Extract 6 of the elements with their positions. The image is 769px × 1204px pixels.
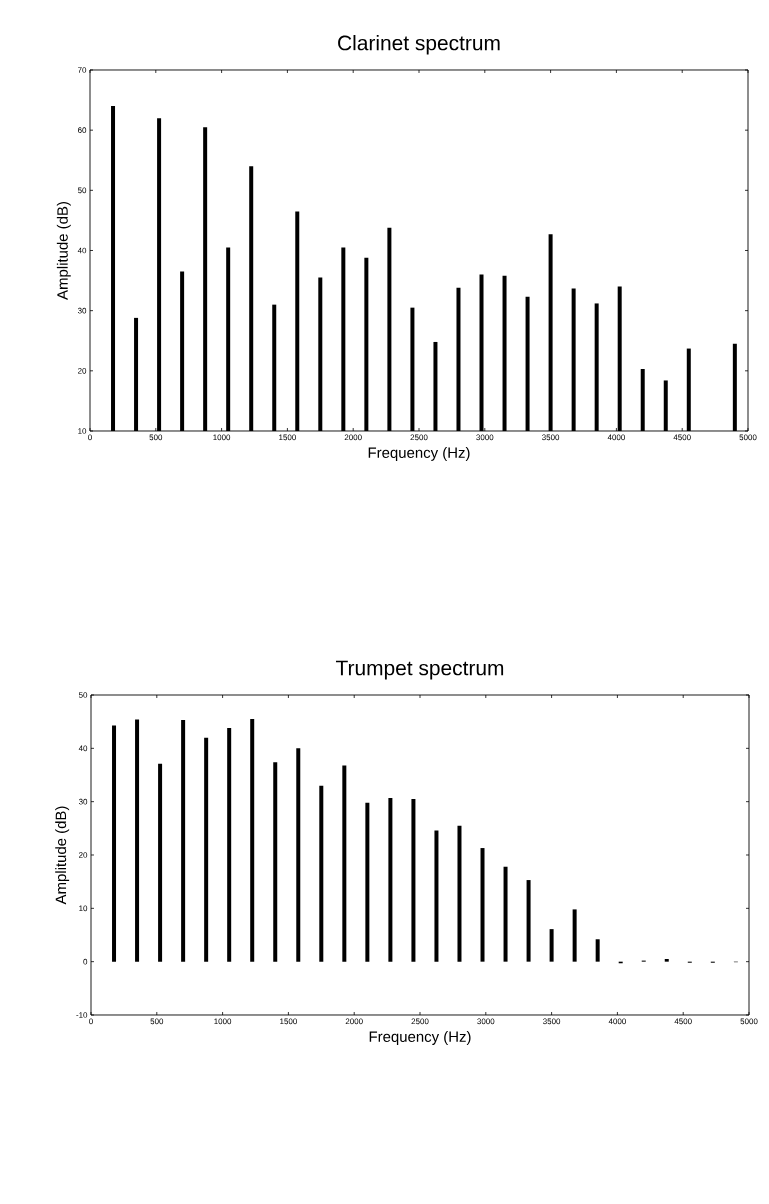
- y-axis-title: Amplitude (dB): [55, 806, 70, 905]
- y-axis-title: Amplitude (dB): [56, 202, 71, 300]
- chart-title: Clarinet spectrum: [338, 35, 500, 55]
- x-axis-title: Frequency (Hz): [369, 1031, 471, 1045]
- x-axis-title: Frequency (Hz): [368, 446, 470, 461]
- chart-title: Trumpet spectrum: [335, 660, 504, 680]
